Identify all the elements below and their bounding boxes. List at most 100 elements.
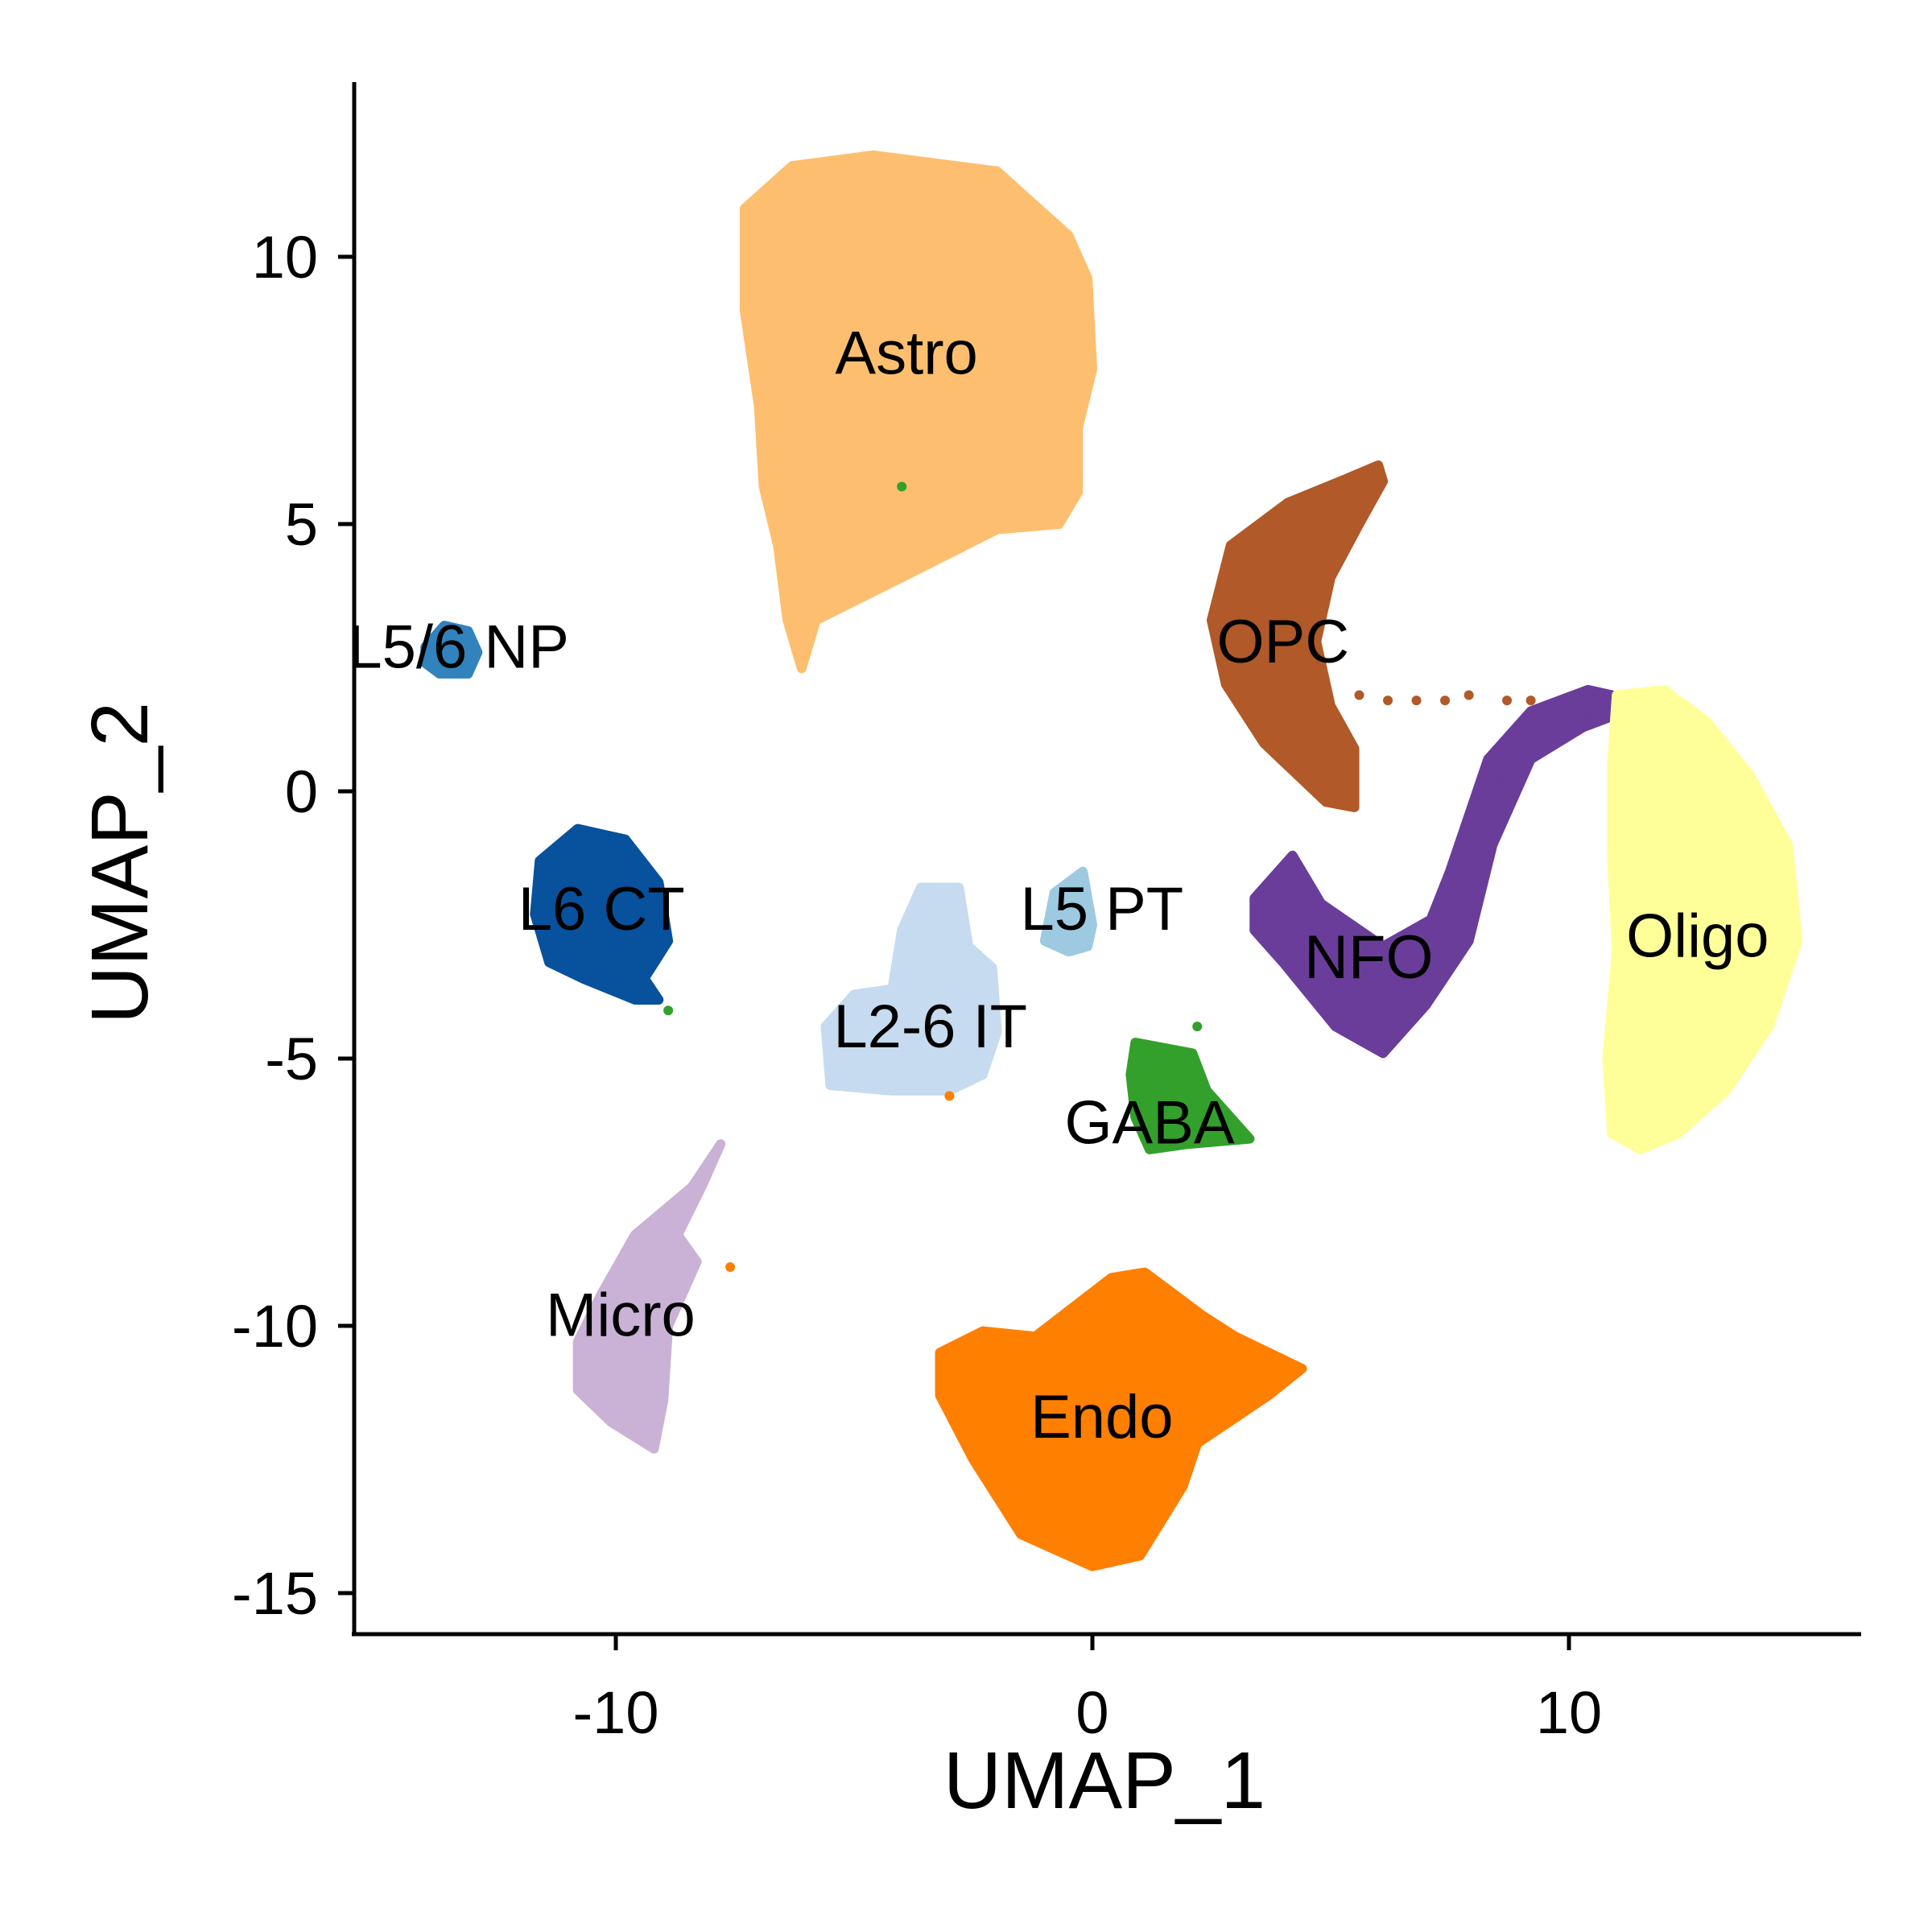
data-point <box>991 222 998 229</box>
data-point <box>799 201 806 208</box>
data-point <box>1628 757 1635 764</box>
data-point <box>941 1084 948 1091</box>
data-point <box>897 481 907 492</box>
data-point <box>887 1054 894 1061</box>
cluster-label: Astro <box>835 320 977 388</box>
data-point <box>794 543 801 550</box>
data-point <box>1341 491 1348 498</box>
data-point <box>653 1427 660 1435</box>
data-point <box>843 1068 850 1075</box>
data-point <box>647 1318 654 1325</box>
data-point <box>1718 749 1725 756</box>
data-point <box>440 630 448 637</box>
data-point <box>1388 980 1395 988</box>
data-point <box>1391 964 1398 972</box>
data-point <box>1348 931 1356 938</box>
data-point <box>1248 596 1255 603</box>
data-point <box>617 950 624 957</box>
data-point <box>654 1307 661 1315</box>
data-point <box>1614 909 1621 916</box>
data-point <box>1025 316 1032 323</box>
data-point <box>1065 1387 1072 1394</box>
data-point <box>1063 370 1071 378</box>
data-point <box>1607 1029 1614 1036</box>
data-point <box>1397 1018 1404 1026</box>
data-point <box>1624 767 1631 774</box>
axes: -10 0 10 -15 -10 -5 0 5 10 UMAP_1 UMAP_2 <box>75 82 1861 1826</box>
data-point <box>1490 760 1497 767</box>
data-point <box>1201 1384 1208 1391</box>
data-point <box>1005 1484 1012 1491</box>
data-point <box>1703 730 1710 737</box>
data-point <box>1288 630 1295 638</box>
data-point <box>642 1438 650 1445</box>
data-point <box>1055 360 1063 367</box>
data-point <box>613 1366 620 1373</box>
data-point <box>1242 632 1249 639</box>
data-point <box>1130 1478 1137 1485</box>
data-point <box>1748 967 1756 974</box>
data-point <box>914 427 922 434</box>
data-point <box>1382 947 1389 954</box>
data-point <box>1004 1503 1011 1510</box>
data-point <box>799 523 806 530</box>
data-point <box>1657 723 1665 730</box>
data-point <box>451 668 458 675</box>
data-point <box>1645 951 1652 958</box>
data-point <box>1150 1365 1157 1373</box>
data-point <box>902 211 909 218</box>
data-point <box>1177 1099 1184 1106</box>
data-point <box>1052 451 1059 458</box>
data-point <box>608 1286 615 1294</box>
data-point <box>1259 906 1266 913</box>
data-point <box>1059 939 1066 946</box>
data-point <box>1078 874 1085 881</box>
data-point <box>630 1234 638 1241</box>
data-point <box>1508 761 1515 768</box>
data-point <box>1356 985 1363 993</box>
data-point <box>919 976 926 983</box>
data-point <box>1322 702 1329 709</box>
data-point <box>1383 696 1393 706</box>
data-point <box>1308 885 1315 892</box>
cluster-gaba <box>1125 1038 1255 1154</box>
data-point <box>642 920 650 927</box>
data-point <box>1310 559 1317 567</box>
data-point <box>1148 1112 1155 1119</box>
data-point <box>944 924 952 931</box>
data-point <box>1156 1131 1163 1138</box>
data-point <box>725 1261 736 1272</box>
data-point <box>1301 606 1308 613</box>
data-point <box>675 1237 683 1245</box>
data-point <box>667 1242 675 1249</box>
data-point <box>1617 1000 1624 1007</box>
data-point <box>774 455 781 462</box>
data-point <box>845 184 852 191</box>
data-point <box>577 906 584 914</box>
data-point <box>800 414 807 421</box>
data-point <box>815 551 822 559</box>
data-point <box>1141 1062 1148 1069</box>
data-point <box>1336 963 1344 970</box>
data-point <box>1397 987 1405 994</box>
cluster-label: Micro <box>546 1282 696 1350</box>
data-point <box>1008 1478 1015 1485</box>
data-point <box>780 353 787 361</box>
data-point <box>1311 956 1318 963</box>
data-point <box>1262 554 1269 561</box>
cluster-label: L5/6 NP <box>348 613 569 682</box>
data-point <box>1685 819 1692 826</box>
data-point <box>959 1364 966 1371</box>
data-point <box>1112 1280 1119 1287</box>
data-point <box>788 533 795 540</box>
data-point <box>960 177 967 184</box>
data-point <box>1013 1451 1020 1459</box>
data-point <box>832 265 840 272</box>
data-point <box>1747 878 1754 886</box>
data-point <box>1737 865 1744 872</box>
data-point <box>1004 210 1011 217</box>
data-point <box>1103 1447 1110 1454</box>
data-point <box>1003 1433 1010 1440</box>
data-point <box>1641 1026 1648 1034</box>
data-point <box>1360 931 1367 938</box>
